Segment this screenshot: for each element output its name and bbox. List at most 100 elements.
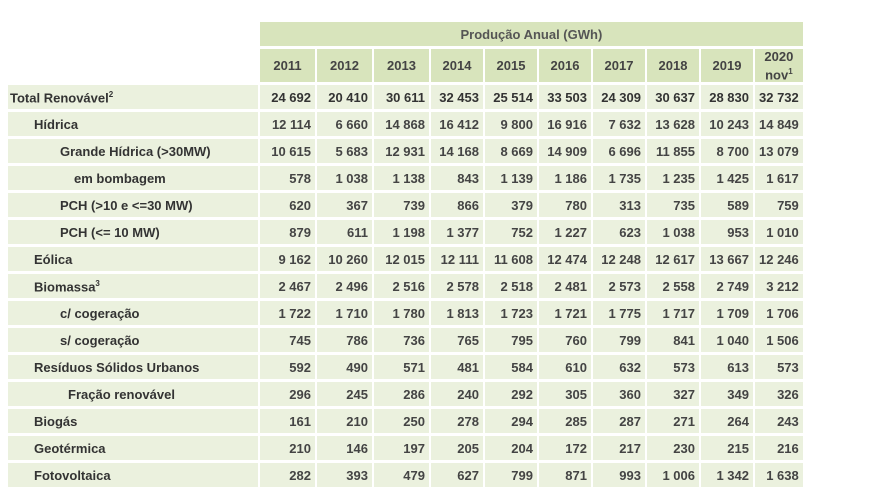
value-cell: 326: [755, 382, 803, 407]
value-cell: 2 516: [374, 274, 429, 299]
value-cell: 13 079: [755, 139, 803, 164]
value-cell: 12 617: [647, 247, 699, 272]
row-label: PCH (<= 10 MW): [60, 224, 160, 240]
value-cell: 613: [701, 355, 753, 380]
value-cell: 573: [755, 355, 803, 380]
value-cell: 1 717: [647, 301, 699, 326]
value-cell: 2 558: [647, 274, 699, 299]
row-label: Fração renovável: [68, 386, 175, 402]
year-note: nov: [765, 67, 789, 83]
value-cell: 305: [539, 382, 591, 407]
year-header: 2017: [593, 49, 645, 83]
value-cell: 786: [317, 328, 372, 353]
value-cell: 292: [485, 382, 537, 407]
header-blank-cell: [8, 22, 258, 46]
value-cell: 610: [539, 355, 591, 380]
value-cell: 210: [260, 436, 315, 461]
value-cell: 1 425: [701, 166, 753, 191]
value-cell: 1 638: [755, 463, 803, 488]
row-label-cell: Total Renovável2: [8, 85, 258, 110]
value-cell: 7 632: [593, 112, 645, 137]
value-cell: 627: [431, 463, 483, 488]
value-cell: 230: [647, 436, 699, 461]
value-cell: 14 849: [755, 112, 803, 137]
value-cell: 264: [701, 409, 753, 434]
value-cell: 841: [647, 328, 699, 353]
value-cell: 1 227: [539, 220, 591, 245]
row-label-cell: PCH (>10 e <=30 MW): [8, 193, 258, 218]
value-cell: 296: [260, 382, 315, 407]
value-cell: 871: [539, 463, 591, 488]
renewable-production-table: Produção Anual (GWh) 2011 2012 2013 2014…: [6, 19, 805, 490]
value-cell: 217: [593, 436, 645, 461]
value-cell: 12 111: [431, 247, 483, 272]
value-cell: 752: [485, 220, 537, 245]
year-header: 2019: [701, 49, 753, 83]
year-label: 2020: [764, 49, 794, 64]
value-cell: 1 780: [374, 301, 429, 326]
value-cell: 393: [317, 463, 372, 488]
table-row: Geotérmica 210 146 197 205 204 172 217 230 215 216: [8, 436, 803, 461]
footnote-marker: 3: [95, 278, 100, 288]
value-cell: 1 721: [539, 301, 591, 326]
value-cell: 161: [260, 409, 315, 434]
table-row: Eólica 9 162 10 260 12 015 12 111 11 608 12 47…: [8, 247, 803, 272]
table-row: s/ cogeração 745 786 736 765 795 760 799 841 1 04…: [8, 328, 803, 353]
row-label: c/ cogeração: [60, 305, 140, 321]
value-cell: 12 114: [260, 112, 315, 137]
value-cell: 14 868: [374, 112, 429, 137]
row-label: PCH (>10 e <=30 MW): [60, 197, 193, 213]
value-cell: 2 481: [539, 274, 591, 299]
year-header: 2018: [647, 49, 699, 83]
value-cell: 10 243: [701, 112, 753, 137]
row-label: s/ cogeração: [60, 332, 140, 348]
year-header: 2015: [485, 49, 537, 83]
value-cell: 16 412: [431, 112, 483, 137]
value-cell: 799: [485, 463, 537, 488]
value-cell: 12 248: [593, 247, 645, 272]
value-cell: 6 660: [317, 112, 372, 137]
table-row: Fotovoltaica 282 393 479 627 799 871 993 1 006 1 …: [8, 463, 803, 488]
value-cell: 1 186: [539, 166, 591, 191]
value-cell: 1 198: [374, 220, 429, 245]
value-cell: 2 573: [593, 274, 645, 299]
value-cell: 736: [374, 328, 429, 353]
value-cell: 1 377: [431, 220, 483, 245]
value-cell: 2 496: [317, 274, 372, 299]
value-cell: 745: [260, 328, 315, 353]
value-cell: 2 578: [431, 274, 483, 299]
value-cell: 3 212: [755, 274, 803, 299]
row-label-cell: PCH (<= 10 MW): [8, 220, 258, 245]
value-cell: 8 669: [485, 139, 537, 164]
value-cell: 735: [647, 193, 699, 218]
row-label-cell: Fotovoltaica: [8, 463, 258, 488]
value-cell: 30 611: [374, 85, 429, 110]
year-header: 2014: [431, 49, 483, 83]
value-cell: 578: [260, 166, 315, 191]
value-cell: 592: [260, 355, 315, 380]
row-label-cell: Resíduos Sólidos Urbanos: [8, 355, 258, 380]
value-cell: 481: [431, 355, 483, 380]
value-cell: 795: [485, 328, 537, 353]
value-cell: 28 830: [701, 85, 753, 110]
row-label-cell: s/ cogeração: [8, 328, 258, 353]
row-label-cell: Grande Hídrica (>30MW): [8, 139, 258, 164]
value-cell: 250: [374, 409, 429, 434]
value-cell: 1 723: [485, 301, 537, 326]
value-cell: 2 518: [485, 274, 537, 299]
row-label-cell: c/ cogeração: [8, 301, 258, 326]
row-label: Biomassa: [34, 278, 96, 294]
footnote-marker: 2: [108, 89, 114, 99]
row-label: Grande Hídrica (>30MW): [60, 143, 211, 159]
value-cell: 240: [431, 382, 483, 407]
value-cell: 33 503: [539, 85, 591, 110]
value-cell: 623: [593, 220, 645, 245]
value-cell: 611: [317, 220, 372, 245]
value-cell: 490: [317, 355, 372, 380]
value-cell: 8 700: [701, 139, 753, 164]
value-cell: 24 309: [593, 85, 645, 110]
value-cell: 1 706: [755, 301, 803, 326]
value-cell: 367: [317, 193, 372, 218]
value-cell: 479: [374, 463, 429, 488]
value-cell: 1 038: [647, 220, 699, 245]
